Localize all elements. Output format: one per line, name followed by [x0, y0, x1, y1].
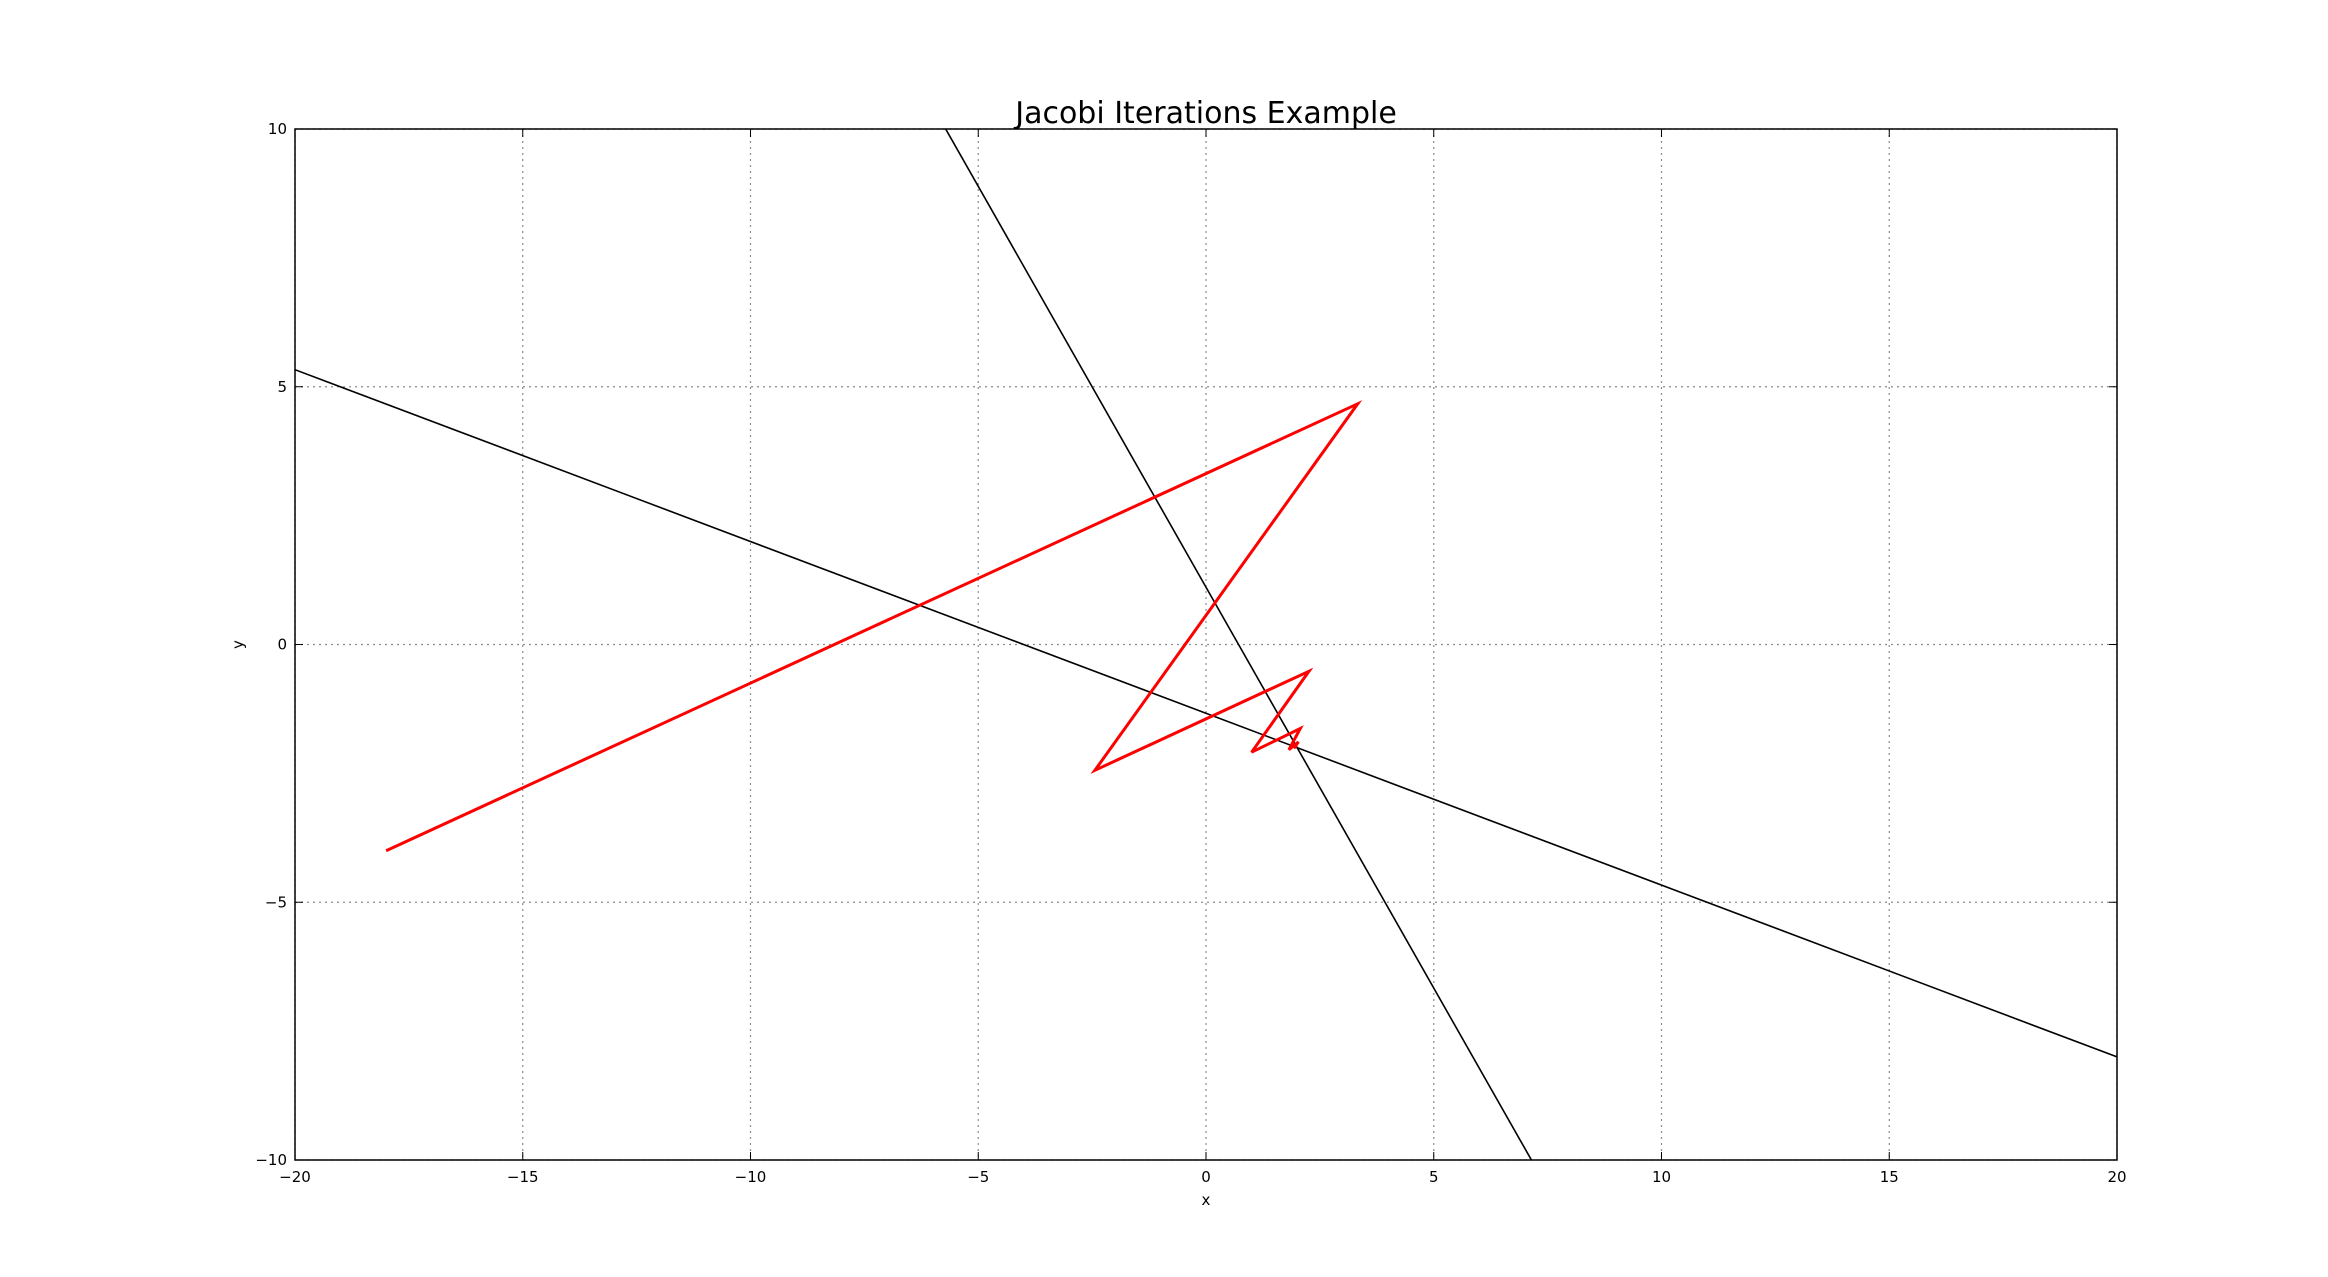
- x-tick-label: −10: [735, 1168, 767, 1186]
- y-tick-label: −5: [265, 893, 287, 911]
- x-tick-label: 15: [1880, 1168, 1899, 1186]
- x-tick-label: 0: [1201, 1168, 1211, 1186]
- x-tick-label: −20: [279, 1168, 311, 1186]
- x-tick-label: 10: [1652, 1168, 1671, 1186]
- axis-ticks: −20 −15 −10 −5 0 5 10 15 20 −10 −5 0 5 10: [255, 120, 2126, 1186]
- x-axis-label: x: [1202, 1191, 1211, 1209]
- y-tick-label: 10: [268, 120, 287, 138]
- y-tick-label: 5: [277, 378, 287, 396]
- x-tick-label: 20: [2107, 1168, 2126, 1186]
- chart-title: Jacobi Iterations Example: [1013, 96, 1397, 131]
- series-line-1: [944, 129, 1533, 1160]
- x-tick-label: −5: [967, 1168, 989, 1186]
- x-tick-label: −15: [507, 1168, 539, 1186]
- x-tick-label: 5: [1429, 1168, 1439, 1186]
- series-line-3: [385, 400, 1363, 853]
- plot-series: [295, 129, 2117, 1160]
- y-tick-label: 0: [277, 636, 287, 654]
- series-line-2: [295, 368, 2117, 1058]
- y-axis-label: y: [229, 640, 247, 649]
- y-tick-label: −10: [255, 1151, 287, 1169]
